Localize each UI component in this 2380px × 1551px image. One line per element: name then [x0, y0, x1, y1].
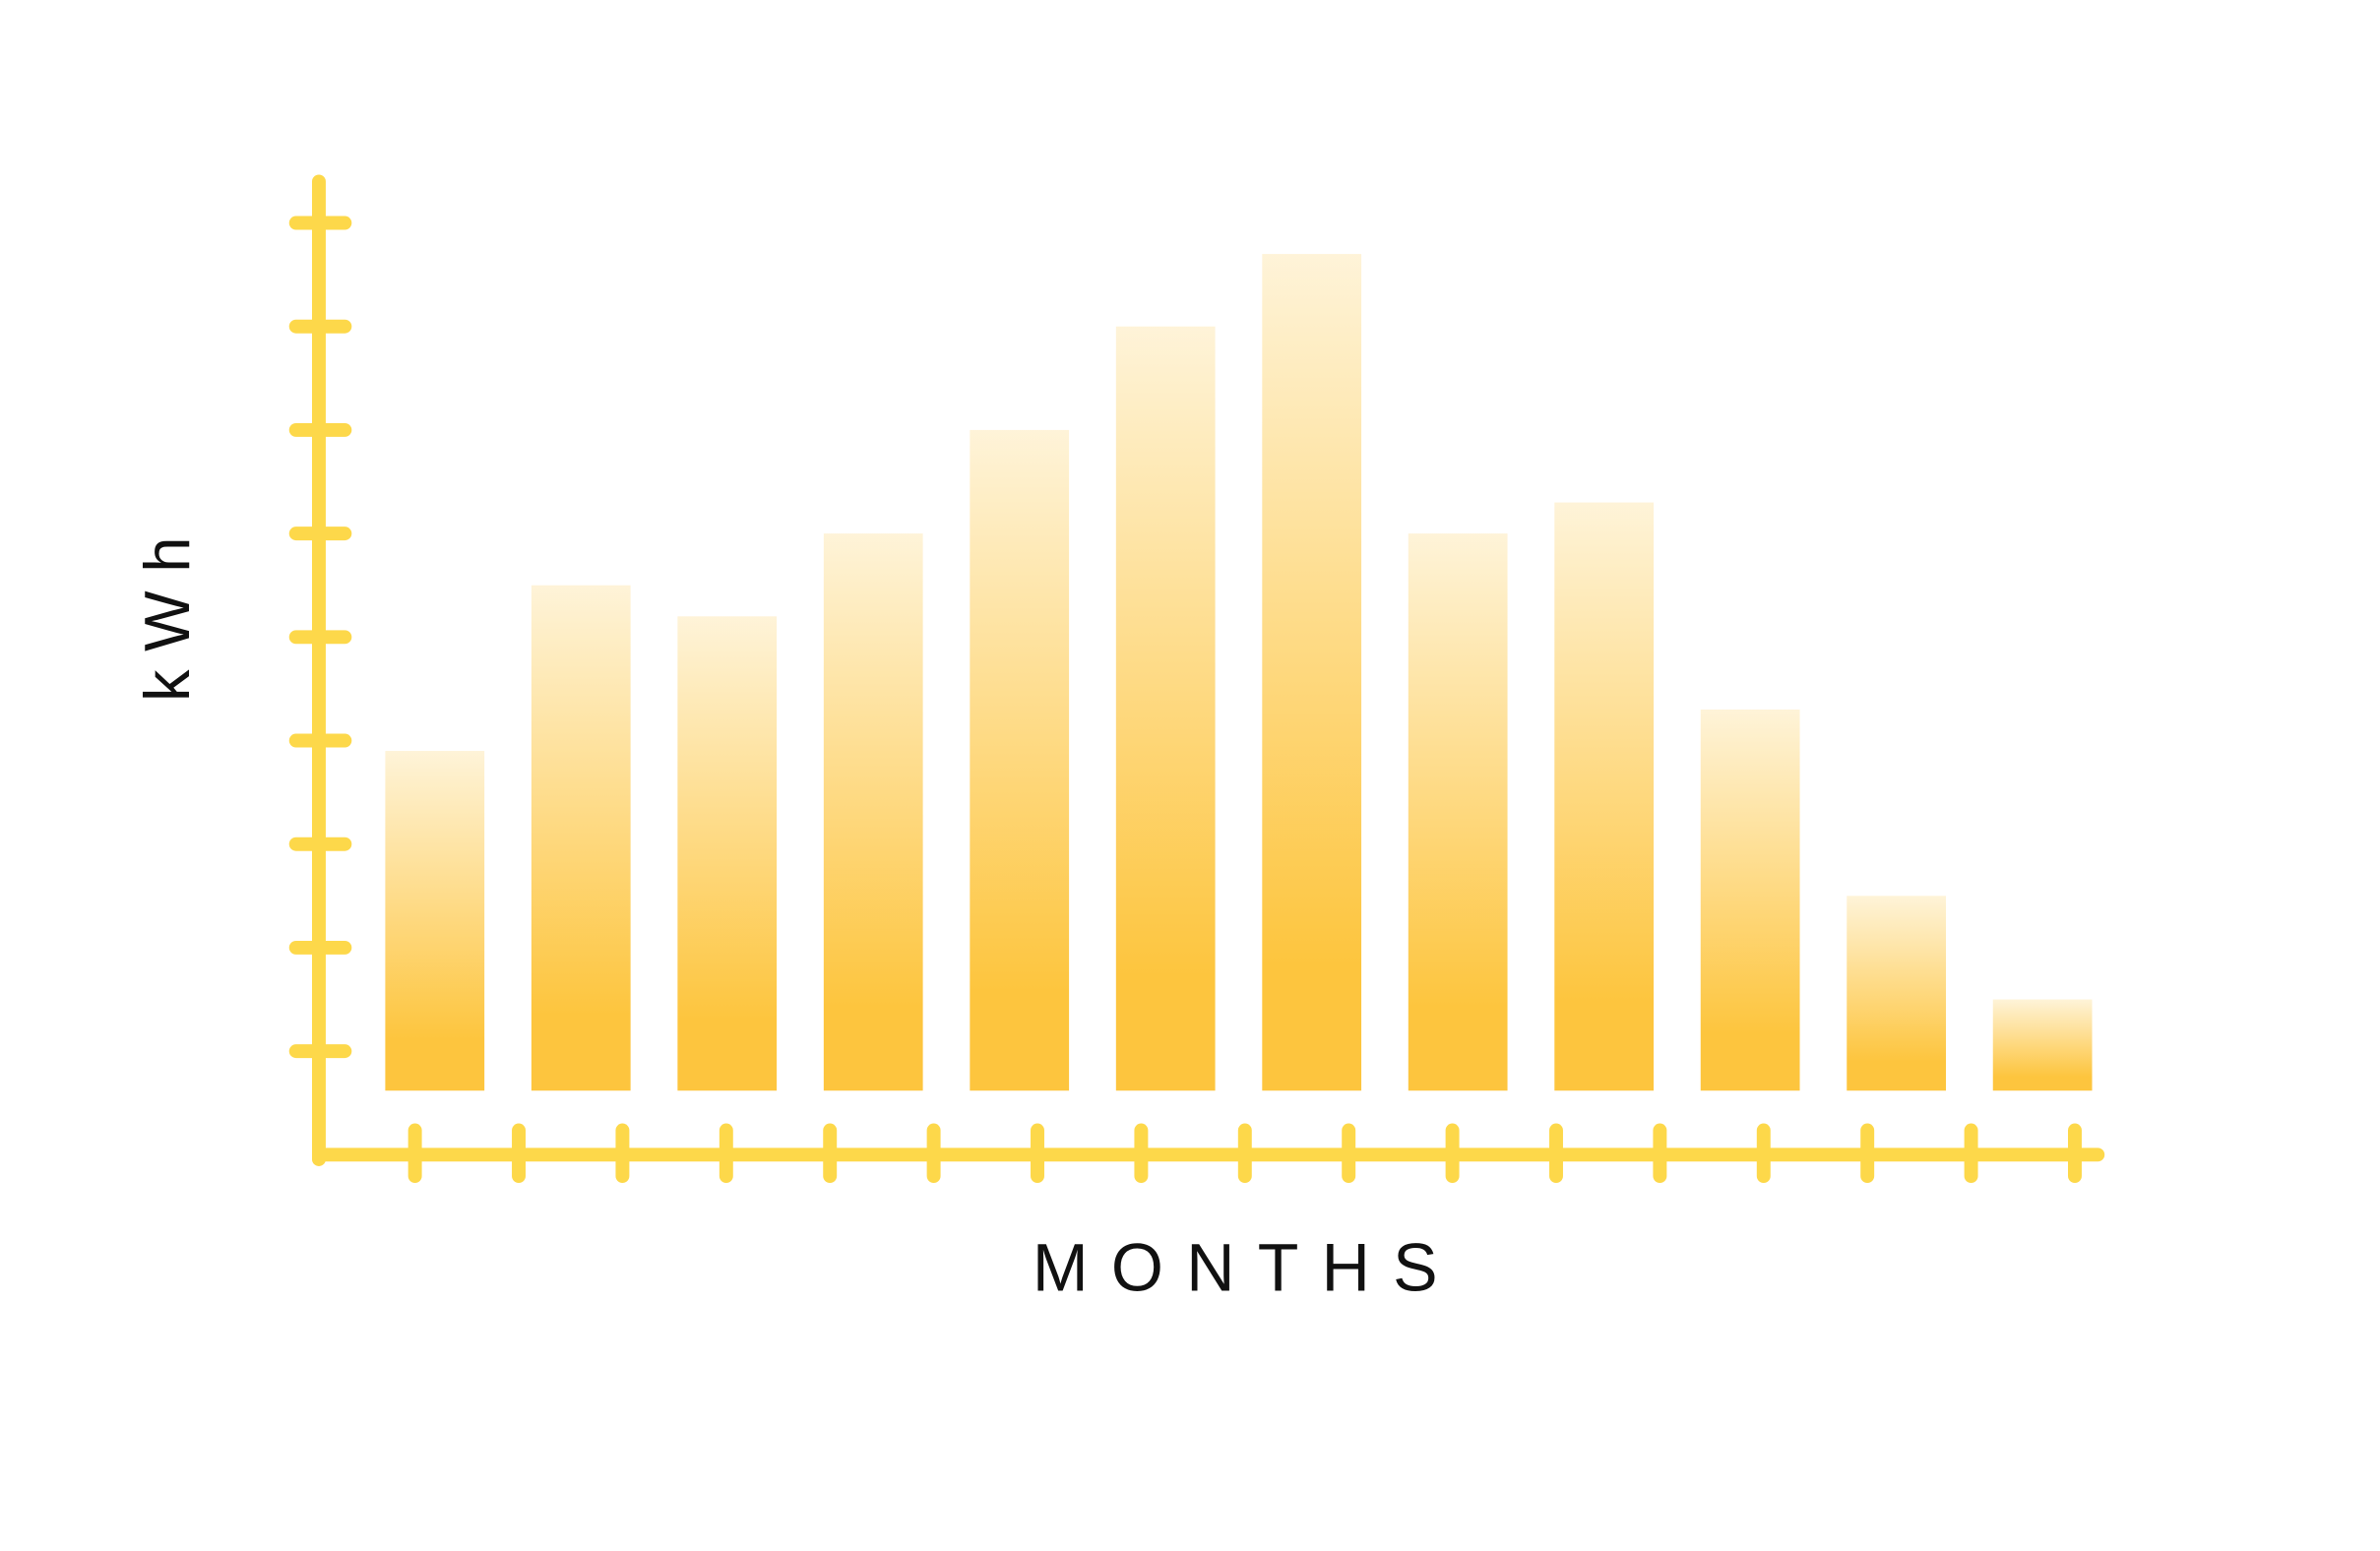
- x-axis-label: MONTHS: [1033, 1230, 1461, 1305]
- bar: [1408, 533, 1508, 1091]
- bar: [1554, 502, 1655, 1091]
- bar: [1262, 254, 1362, 1091]
- bar: [1847, 896, 1947, 1091]
- bar: [531, 585, 631, 1091]
- bar: [823, 533, 923, 1091]
- bar: [1992, 999, 2093, 1091]
- bar: [677, 616, 778, 1091]
- bar: [970, 429, 1070, 1091]
- bar: [385, 751, 485, 1091]
- y-axis-label: kWh: [131, 519, 203, 702]
- bar: [1700, 709, 1800, 1091]
- bar: [1115, 326, 1216, 1091]
